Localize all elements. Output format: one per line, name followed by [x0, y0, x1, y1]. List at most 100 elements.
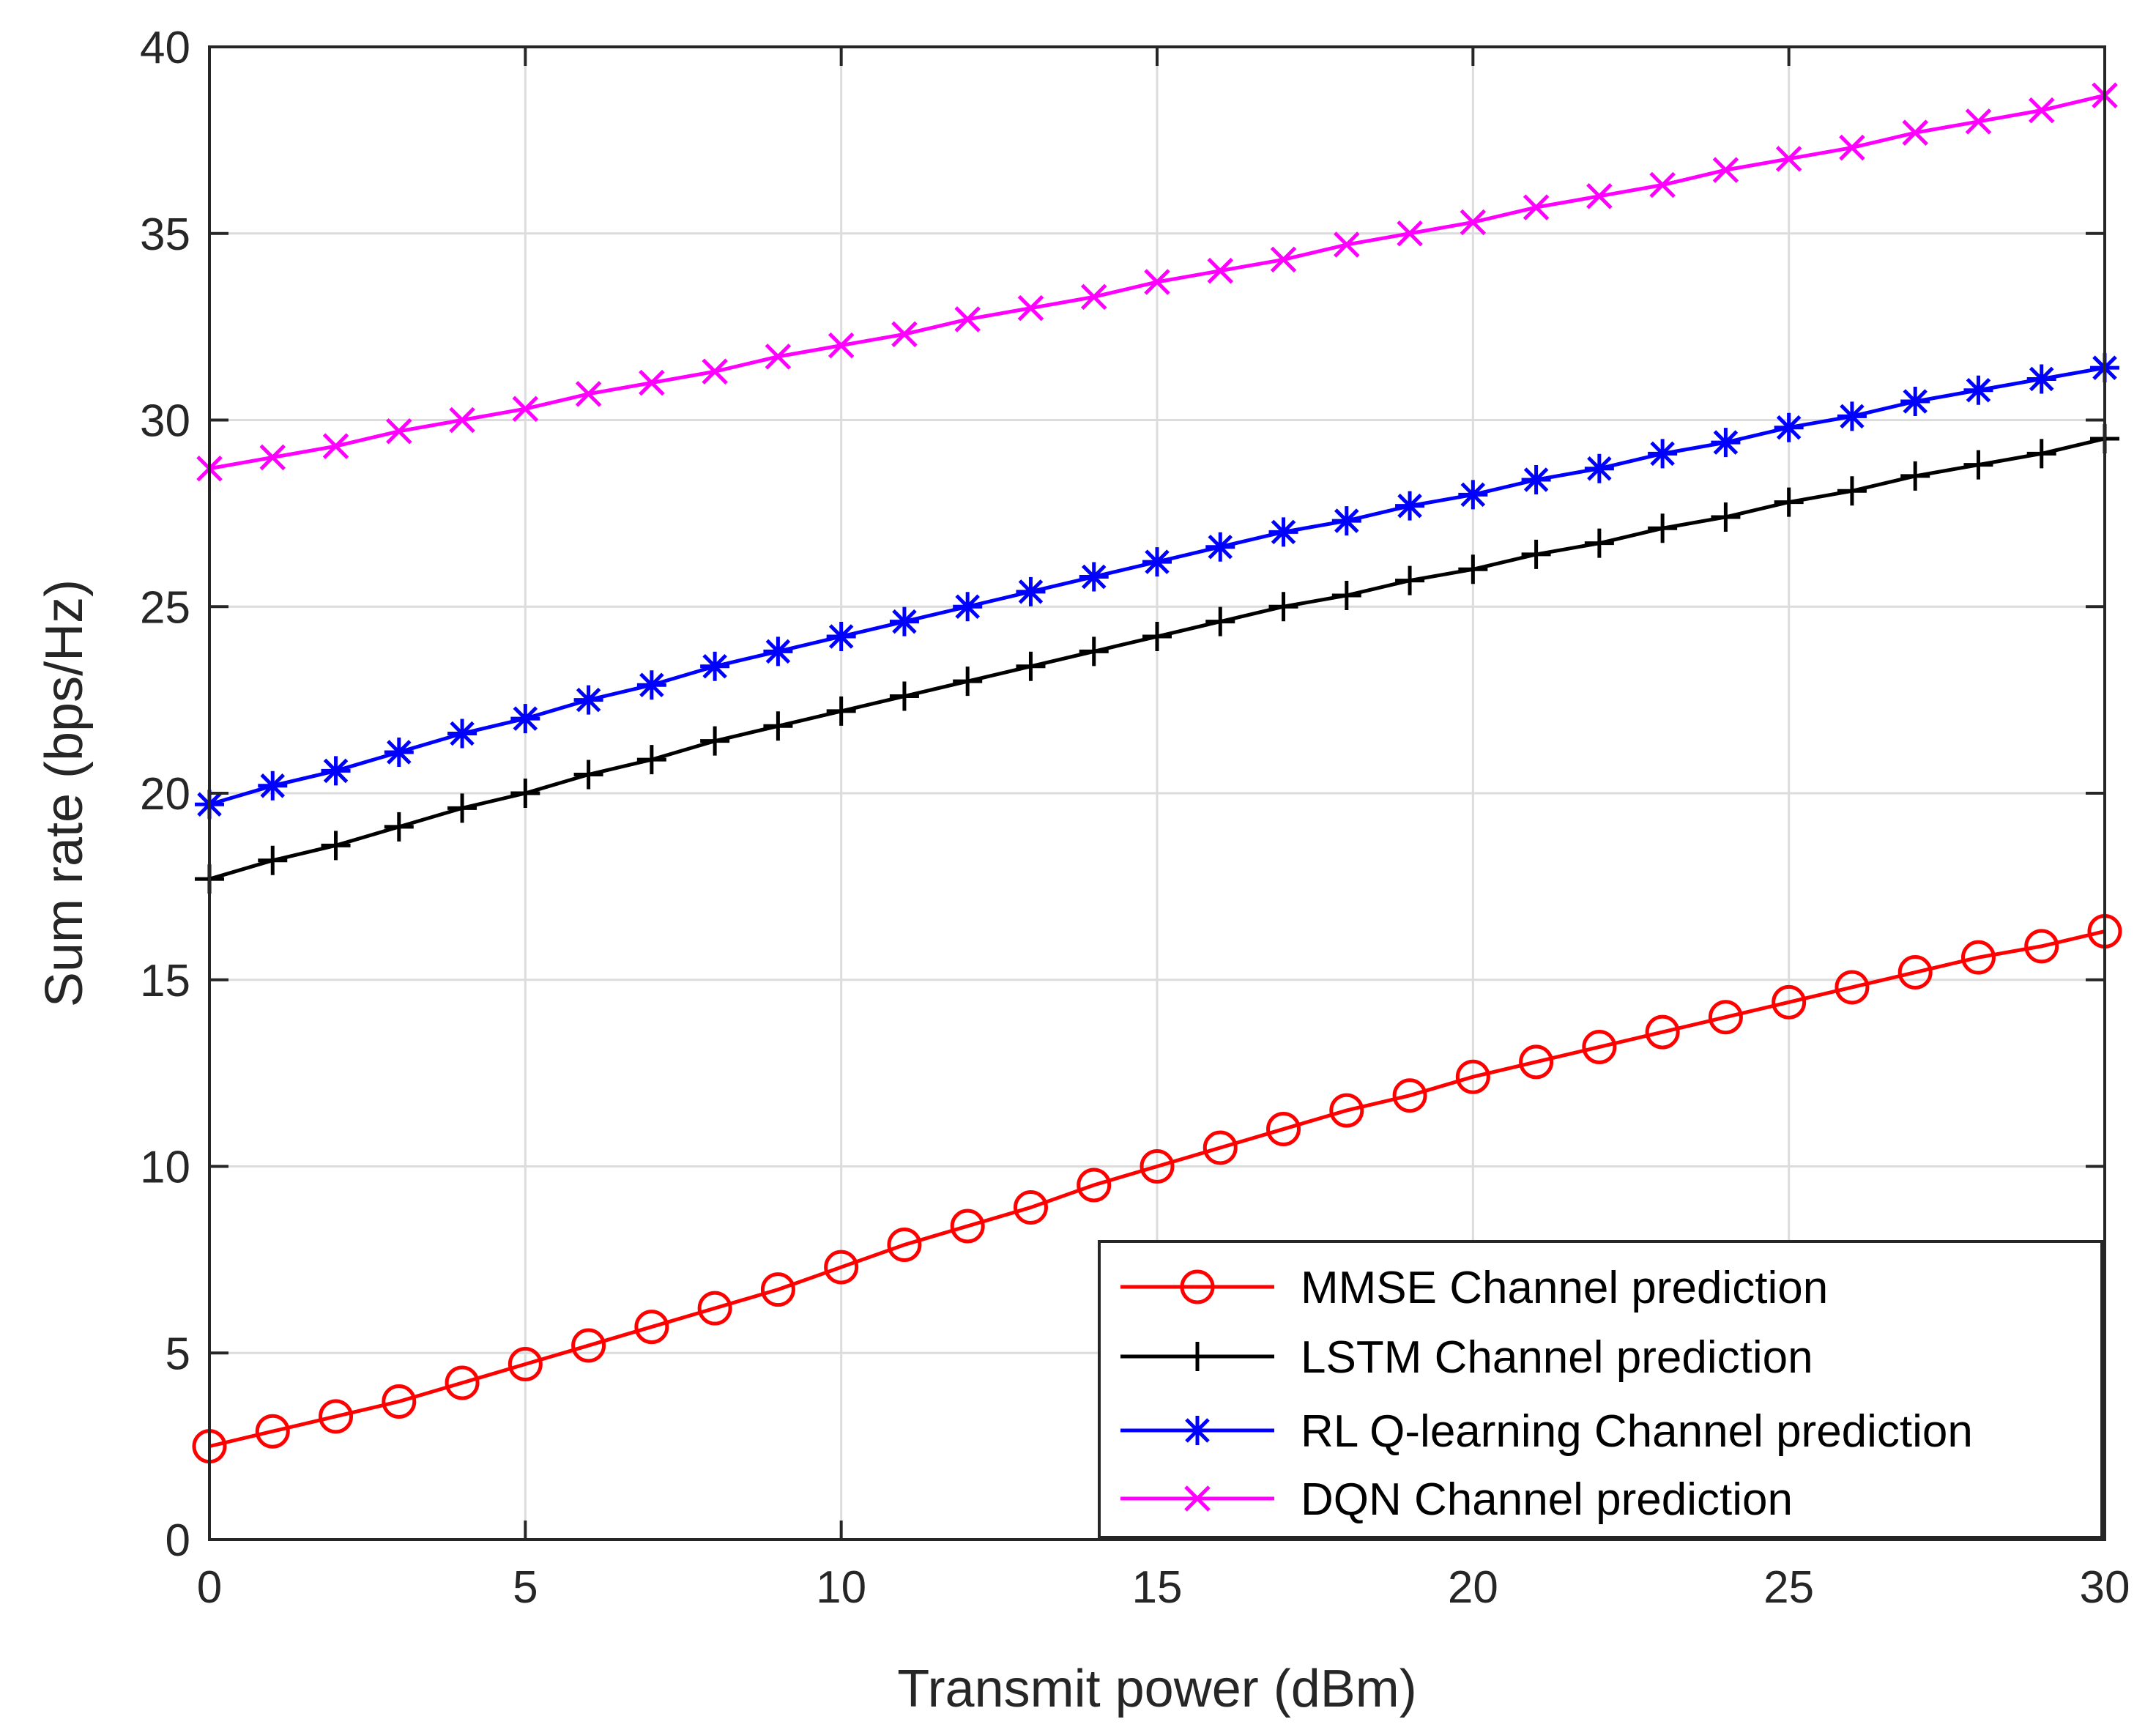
data-point: [636, 670, 666, 700]
data-point: [571, 1328, 606, 1363]
data-point: [573, 760, 603, 790]
data-point: [1458, 480, 1488, 510]
data-point: [634, 1310, 669, 1345]
data-point: [510, 704, 540, 734]
data-point: [1774, 412, 1804, 442]
data-point: [1331, 580, 1361, 610]
data-point: [1140, 1149, 1175, 1184]
data-point: [954, 306, 981, 333]
data-point: [1395, 491, 1425, 521]
data-point: [1523, 194, 1550, 220]
data-point: [1142, 622, 1172, 652]
data-point: [639, 369, 665, 396]
legend-item: DQN Channel prediction: [1120, 1474, 1793, 1525]
x-tick-label: 15: [1132, 1562, 1183, 1613]
data-point: [1837, 476, 1867, 506]
y-tick-label: 15: [140, 956, 190, 1006]
data-point: [1584, 528, 1614, 558]
data-point: [1205, 532, 1235, 562]
series-line: [209, 929, 2105, 1449]
data-point: [1080, 283, 1107, 311]
data-point: [828, 332, 855, 359]
data-point: [1077, 1167, 1112, 1203]
data-point: [1649, 171, 1676, 198]
data-point: [1835, 970, 1870, 1005]
y-tick-label: 25: [140, 582, 190, 633]
data-point: [1900, 387, 1930, 417]
data-point: [321, 831, 351, 861]
data-point: [1016, 651, 1046, 681]
data-point: [1266, 1112, 1301, 1147]
data-point: [255, 1414, 290, 1449]
data-point: [1648, 439, 1678, 469]
data-point: [1584, 453, 1614, 483]
data-point: [1205, 606, 1235, 636]
data-point: [1017, 294, 1044, 322]
data-point: [1960, 940, 1996, 975]
x-axis-label: Transmit power (dBm): [897, 1660, 1416, 1718]
data-point: [321, 756, 351, 786]
data-point: [1839, 134, 1865, 161]
data-point: [1183, 1342, 1212, 1371]
data-point: [573, 685, 603, 715]
data-point: [1775, 146, 1802, 172]
data-point: [445, 1365, 480, 1400]
data-point: [1902, 119, 1928, 146]
data-point: [1397, 220, 1423, 247]
x-tick-label: 30: [2080, 1562, 2130, 1613]
data-point: [760, 1272, 795, 1307]
data-point: [1645, 1014, 1680, 1050]
data-point: [1183, 1416, 1212, 1445]
data-point: [1837, 401, 1867, 431]
legend-item: MMSE Channel prediction: [1120, 1263, 1828, 1313]
data-point: [763, 711, 793, 741]
axis-ticks: 0 5 10 15 20 25 30 0 5 10 15 20 25 30 35 40: [140, 23, 2130, 1613]
y-tick-label: 40: [140, 23, 190, 73]
data-point: [953, 592, 983, 622]
data-point: [1586, 183, 1613, 209]
data-point: [1013, 1190, 1048, 1225]
data-point: [2024, 929, 2059, 964]
data-point: [512, 396, 539, 422]
y-tick-label: 20: [140, 769, 190, 820]
legend: MMSE Channel prediction LSTM Channel pred…: [1098, 1240, 2103, 1539]
data-point: [1648, 513, 1678, 543]
data-point: [449, 406, 475, 434]
data-point: [384, 812, 414, 842]
legend-label: LSTM Channel prediction: [1301, 1332, 1813, 1383]
data-point: [1963, 375, 1993, 405]
data-point: [319, 1399, 354, 1434]
data-point: [1395, 565, 1425, 595]
data-point: [1900, 461, 1930, 491]
data-point: [702, 358, 728, 385]
data-point: [447, 719, 477, 749]
data-point: [1772, 984, 1807, 1020]
data-point: [1521, 465, 1551, 495]
x-tick-label: 20: [1448, 1562, 1498, 1613]
data-point: [889, 606, 919, 636]
data-point: [887, 1227, 922, 1262]
data-point: [763, 636, 793, 667]
data-point: [1144, 269, 1170, 295]
legend-label: DQN Channel prediction: [1301, 1474, 1793, 1525]
data-point: [2028, 97, 2055, 124]
data-point: [447, 793, 477, 823]
y-tick-label: 0: [166, 1515, 190, 1566]
data-point: [1774, 487, 1804, 517]
data-point: [1142, 547, 1172, 577]
data-point: [1963, 450, 1993, 480]
data-point: [1392, 1078, 1427, 1113]
data-point: [1268, 517, 1298, 547]
legend-label: RL Q-learning Channel prediction: [1301, 1406, 1973, 1457]
data-point: [258, 845, 288, 875]
data-point: [1521, 539, 1551, 569]
data-point: [1519, 1044, 1554, 1080]
data-point: [950, 1209, 985, 1244]
data-point: [697, 1291, 732, 1326]
data-point: [1455, 1059, 1490, 1094]
data-point: [2026, 364, 2056, 394]
data-point: [889, 681, 919, 711]
y-tick-label: 35: [140, 209, 190, 260]
y-tick-label: 10: [140, 1143, 190, 1193]
